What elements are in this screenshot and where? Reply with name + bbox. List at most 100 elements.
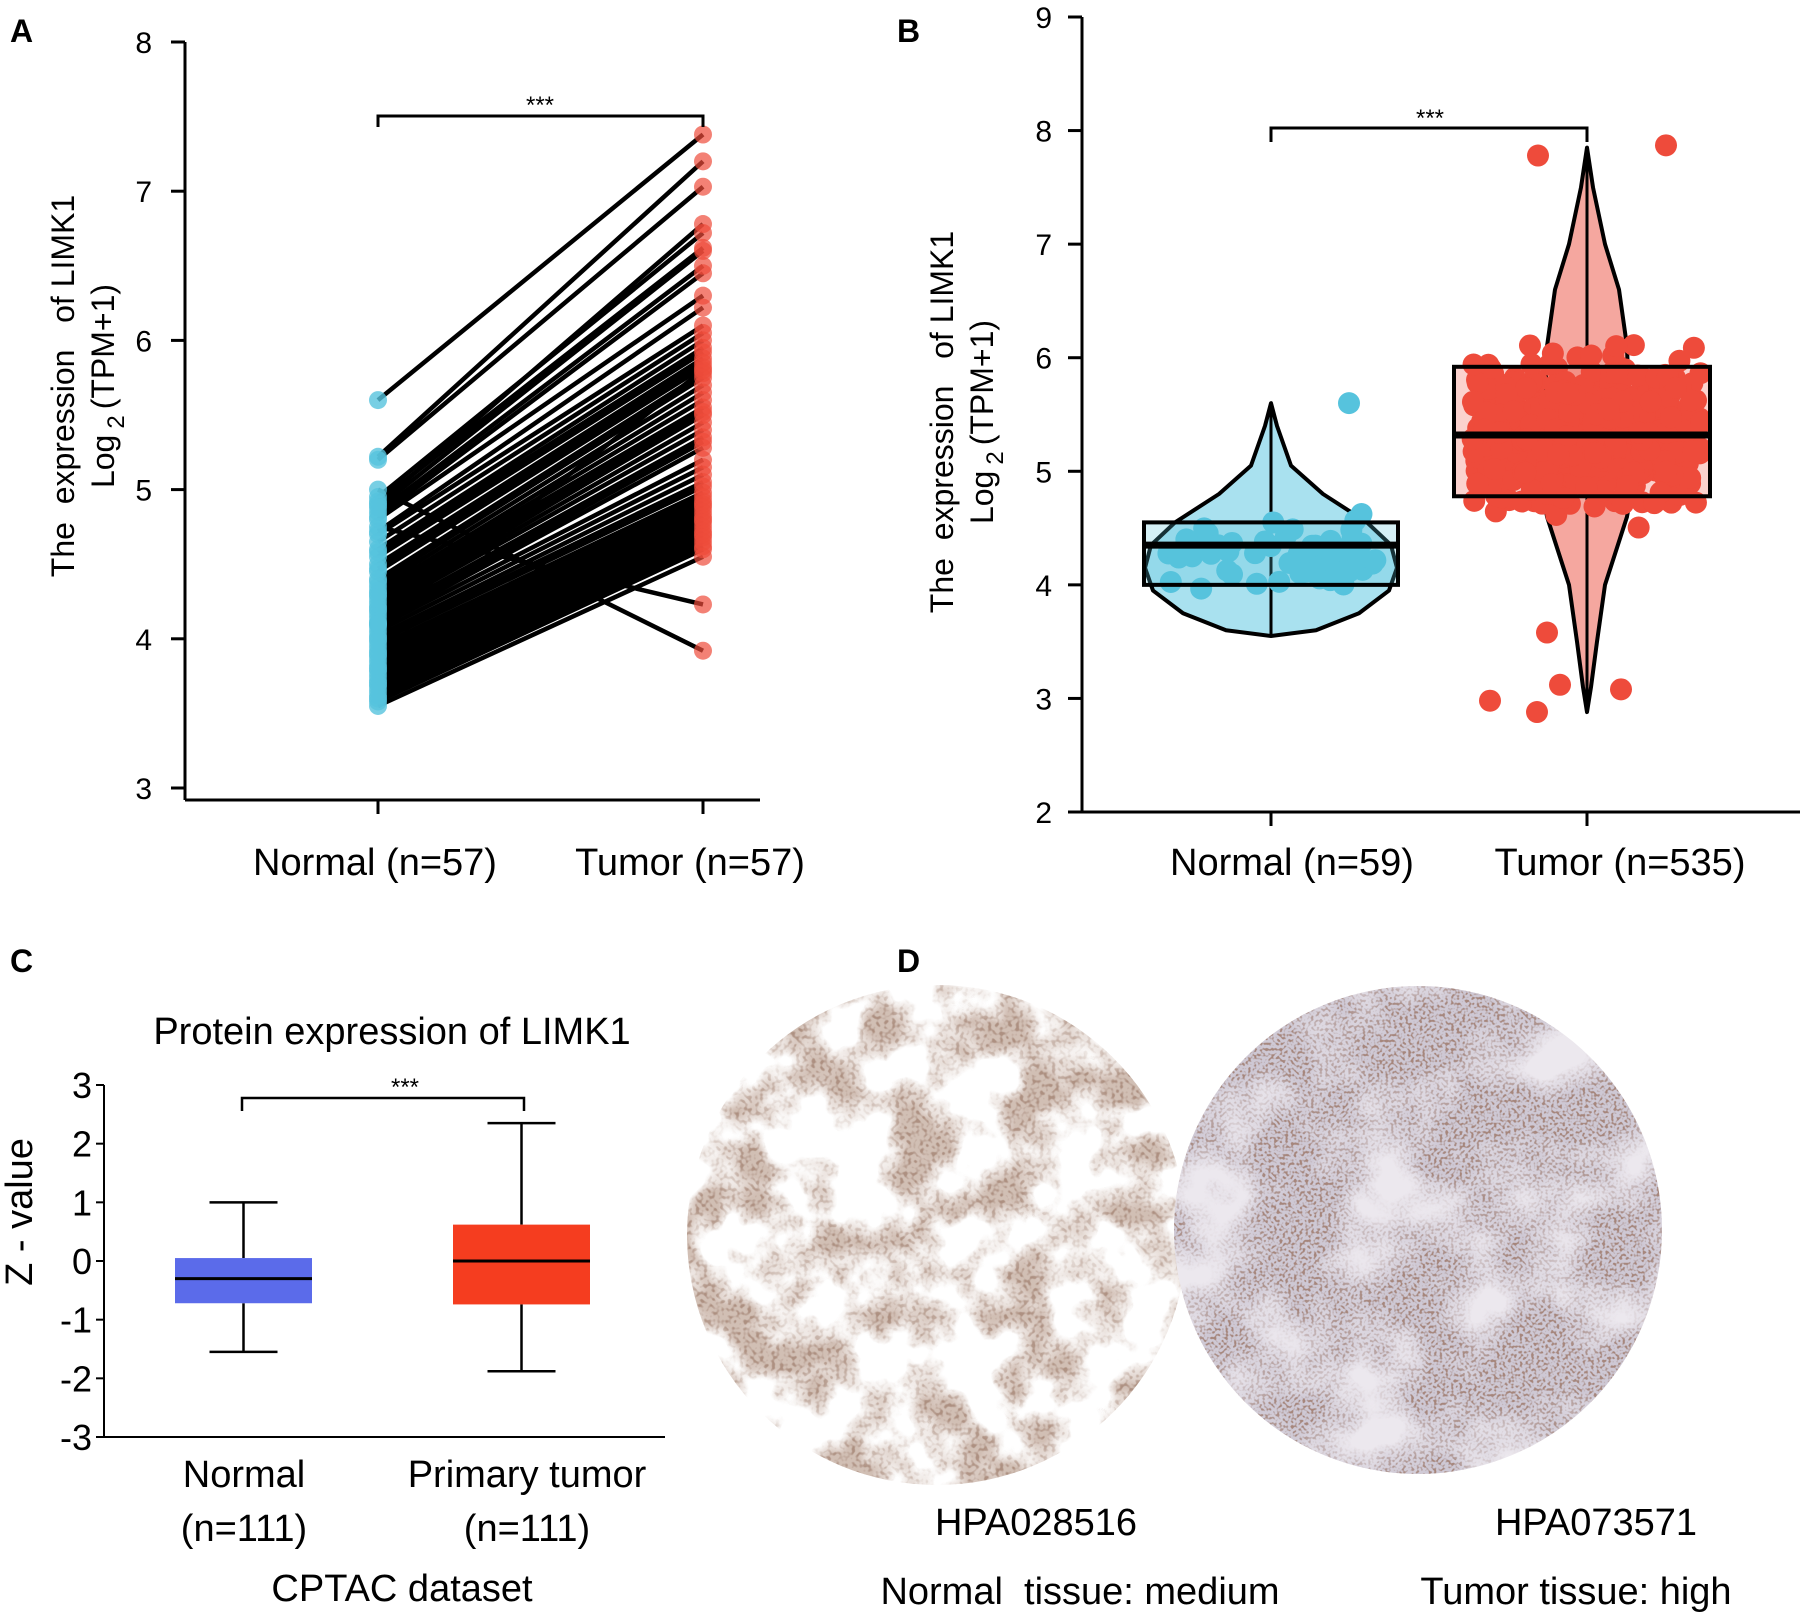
ihc-image-normal <box>687 985 1187 1485</box>
panel-b-point-tumor <box>1514 461 1537 484</box>
panel-a-point-tumor <box>694 641 712 660</box>
panel-b-point-tumor <box>1518 334 1541 357</box>
panel-a-point-normal <box>369 480 387 499</box>
panel-a-pair-line <box>376 390 705 593</box>
panel-a-category-normal: Normal (n=57) <box>253 842 497 884</box>
panel-b-significance-label: *** <box>1416 105 1444 132</box>
panel-label-a: A <box>10 13 33 49</box>
panel-a-pair-line <box>376 420 705 611</box>
panel-b-point-tumor <box>1520 353 1543 376</box>
panel-c-y-tick-label: 3 <box>72 1065 92 1106</box>
panel-b-point-tumor <box>1549 673 1571 696</box>
panel-b-y-tick-label: 9 <box>1035 2 1052 35</box>
panel-b-point-tumor <box>1611 492 1634 515</box>
panel-b-y-tick-label: 7 <box>1035 229 1052 262</box>
panel-b-point-tumor <box>1479 689 1501 712</box>
panel-a-y-tick-label: 6 <box>135 325 152 358</box>
panel-a-significance: *** <box>376 92 705 127</box>
panel-b-point-tumor <box>1610 678 1632 701</box>
panel-c-box-normal <box>175 1258 312 1304</box>
panel-b-point-tumor <box>1466 472 1489 495</box>
panel-a-pair-line <box>376 293 705 522</box>
panel-b-boxes <box>1142 364 1712 587</box>
panel-a-pair-line <box>376 356 705 567</box>
panel-b-y-tick-label: 3 <box>1035 683 1052 716</box>
panel-a-pair-line <box>377 517 704 674</box>
panel-a-y-tick-label: 8 <box>135 27 152 60</box>
panel-a-point-tumor <box>694 152 712 171</box>
panel-c-axes: -3 -2 -1 0 1 2 3 <box>60 1065 665 1458</box>
panel-b-point-tumor <box>1616 475 1639 498</box>
panel-a-pair-line <box>377 499 704 656</box>
panel-b-point-tumor <box>1536 621 1558 644</box>
panel-a-pair-line <box>377 480 704 641</box>
panel-label-b: B <box>897 13 920 49</box>
panel-a-pair-line <box>376 159 705 459</box>
panel-a-pair-line <box>377 535 704 694</box>
panel-b-point-tumor <box>1575 476 1598 499</box>
panel-a-point-tumor <box>694 177 712 196</box>
panel-a-pair-line <box>376 323 705 537</box>
panel-label-d: D <box>897 943 920 979</box>
panel-b-y-tick-label: 8 <box>1035 116 1052 149</box>
panel-b-point-tumor <box>1515 377 1538 400</box>
panel-a-pair-line <box>376 350 705 559</box>
panel-a-pair-line <box>376 360 705 571</box>
panel-a-pair-lines <box>376 132 705 708</box>
panel-b-point-tumor <box>1680 389 1703 412</box>
panel-b-point-tumor <box>1679 466 1702 489</box>
panel-b-point-tumor <box>1527 144 1549 167</box>
panel-b-point-tumor <box>1660 406 1683 429</box>
panel-a-pair-line <box>376 457 705 629</box>
panel-a-point-normal <box>369 391 387 410</box>
panel-b-significance: *** <box>1269 105 1589 142</box>
panel-b-significance-bracket <box>1269 126 1589 142</box>
panel-a-pair-line <box>377 524 704 607</box>
panel-b-point-tumor <box>1627 516 1650 539</box>
panel-b-box-normal <box>1142 520 1400 587</box>
panel-a-ylabel-line2: Log2(TPM+1) <box>85 284 130 488</box>
panel-a-pair-line <box>377 505 704 664</box>
panel-b-point-tumor <box>1461 390 1484 413</box>
ihc-tumor-id: HPA073571 <box>1495 1502 1697 1544</box>
panel-c-significance-bracket <box>240 1096 526 1111</box>
panel-a-point-tumor <box>694 361 712 380</box>
panel-label-c: C <box>10 943 33 979</box>
panel-b-point-tumor <box>1547 443 1570 466</box>
panel-c-y-tick-label: 2 <box>72 1124 92 1165</box>
panel-a-pair-line <box>377 539 704 698</box>
panel-b-point-tumor <box>1540 473 1563 496</box>
panel-a-pair-line <box>376 439 705 623</box>
panel-a-point-tumor <box>694 223 712 242</box>
panel-c-category-normal: Normal <box>183 1454 305 1496</box>
panel-a-pair-line <box>376 185 705 462</box>
panel-c-significance: *** <box>240 1074 526 1111</box>
panel-a-point-tumor <box>694 241 712 260</box>
panel-b-y-axis-title: The expression of LIMK1 Log2(TPM+1) <box>924 231 1009 613</box>
panel-a-point-normal <box>369 450 387 469</box>
panel-a-y-tick-label: 3 <box>135 773 152 806</box>
panel-a-pair-line <box>376 331 705 544</box>
panel-a-point-tumor <box>694 125 712 144</box>
panel-a-points <box>369 125 712 715</box>
panel-a-paired-chart: The expression of LIMK1 Log2(TPM+1) 3 4 5 6… <box>45 27 805 884</box>
panel-b-y-tick-label: 4 <box>1035 570 1052 603</box>
panel-b-point-tumor <box>1466 371 1489 394</box>
panel-a-pair-line <box>377 472 704 638</box>
panel-c-y-tick-label: -1 <box>60 1300 92 1341</box>
panel-b-ylabel-line1: The expression of LIMK1 <box>924 231 960 613</box>
panel-a-point-normal <box>369 517 387 536</box>
panel-a-pair-line <box>377 514 704 671</box>
panel-a-axes: 3 4 5 6 7 8 <box>135 27 760 814</box>
panel-b-point-tumor <box>1541 342 1564 365</box>
panel-b-point-tumor <box>1557 382 1580 405</box>
panel-b-category-normal: Normal (n=59) <box>1170 842 1414 884</box>
panel-a-pair-line <box>376 465 705 634</box>
panel-a-pair-line <box>376 249 705 510</box>
panel-b-point-tumor <box>1580 344 1603 367</box>
panel-a-pair-line <box>376 305 705 534</box>
panel-a-significance-label: *** <box>526 92 554 119</box>
panel-a-pair-line <box>376 445 705 626</box>
panel-a-pair-line <box>377 529 704 686</box>
